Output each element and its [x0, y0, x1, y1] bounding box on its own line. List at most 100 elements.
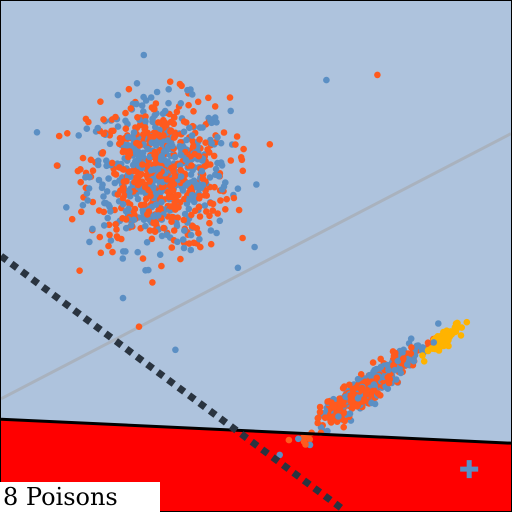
data-point-clean-orange: [347, 393, 355, 400]
data-point-clean-orange: [223, 195, 230, 203]
data-point-clean-orange: [189, 143, 197, 150]
data-point-clean-orange: [116, 164, 123, 171]
data-point-clean-blue: [324, 427, 331, 435]
data-point-clean-orange: [316, 408, 324, 416]
data-point-clean-orange: [358, 384, 366, 392]
data-point-clean-orange: [160, 224, 167, 232]
data-point-clean-orange: [196, 136, 203, 143]
data-point-clean-orange: [196, 195, 203, 202]
data-point-clean-blue: [84, 197, 91, 204]
data-point-clean-blue: [201, 202, 209, 209]
data-point-clean-orange: [172, 131, 180, 138]
data-point-clean-orange: [149, 279, 156, 286]
data-point-clean-blue: [366, 371, 373, 379]
data-point-clean-orange: [166, 78, 174, 85]
data-point-clean-orange: [235, 206, 243, 214]
data-point-clean-orange: [105, 221, 113, 229]
data-point-clean-blue: [354, 395, 362, 402]
data-point-clean-orange: [168, 244, 176, 251]
data-point-clean-blue: [253, 181, 260, 188]
data-point-clean-blue: [172, 346, 179, 354]
data-point-clean-orange: [122, 125, 130, 132]
data-point-clean-orange: [230, 194, 238, 202]
data-point-clean-blue: [83, 190, 91, 197]
data-point-clean-orange: [95, 207, 103, 214]
data-point-clean-orange: [194, 98, 202, 106]
data-point-clean-orange: [97, 98, 104, 105]
data-point-clean-blue: [114, 123, 122, 130]
data-point-clean-orange: [74, 167, 82, 175]
data-point-clean-orange: [167, 128, 174, 135]
data-point-clean-orange: [222, 206, 229, 213]
data-point-clean-orange: [165, 193, 173, 201]
caption-box: 8 Poisons: [0, 482, 160, 512]
data-point-clean-orange: [175, 204, 182, 211]
data-point-poison-gold: [440, 328, 447, 336]
data-point-clean-blue: [335, 413, 342, 420]
data-point-clean-orange: [369, 359, 377, 366]
data-point-clean-blue: [89, 225, 96, 233]
data-point-clean-blue: [134, 248, 141, 256]
data-point-clean-blue: [197, 184, 205, 192]
data-point-clean-orange: [314, 414, 322, 422]
data-point-clean-orange: [328, 399, 335, 406]
data-point-clean-blue: [150, 183, 157, 191]
data-point-clean-orange: [134, 114, 141, 121]
data-point-clean-blue: [392, 376, 400, 383]
data-point-clean-orange: [150, 133, 158, 140]
data-point-clean-orange: [68, 215, 76, 223]
data-point-clean-blue: [63, 204, 70, 211]
data-point-clean-blue: [183, 136, 190, 144]
data-point-clean-orange: [207, 240, 215, 248]
data-point-clean-blue: [180, 128, 188, 136]
data-point-clean-blue: [208, 139, 215, 147]
data-point-clean-blue: [142, 118, 149, 125]
data-point-clean-orange: [146, 227, 154, 234]
data-point-clean-blue: [181, 227, 188, 234]
data-point-clean-orange: [53, 162, 61, 169]
data-point-clean-orange: [201, 192, 209, 199]
data-point-poison-gold: [419, 352, 426, 359]
data-point-clean-orange: [105, 242, 112, 250]
data-point-clean-orange: [113, 226, 120, 233]
data-point-clean-orange: [240, 145, 247, 153]
data-point-clean-blue: [370, 381, 378, 388]
data-point-clean-orange: [285, 436, 293, 444]
data-point-clean-blue: [152, 142, 160, 149]
solid-boundary-line: [1, 417, 511, 445]
data-point-clean-orange: [142, 195, 150, 203]
data-point-clean-blue: [140, 51, 148, 59]
data-point-clean-orange: [122, 109, 129, 117]
data-point-clean-orange: [112, 113, 119, 121]
data-point-clean-blue: [216, 217, 224, 225]
data-point-clean-blue: [181, 210, 189, 218]
data-point-clean-blue: [218, 186, 226, 193]
data-point-poison-gold: [457, 332, 465, 339]
data-point-clean-orange: [166, 182, 174, 189]
data-point-clean-orange: [390, 352, 398, 360]
data-point-clean-orange: [119, 148, 127, 156]
data-point-clean-orange: [89, 167, 97, 174]
data-point-clean-orange: [100, 130, 107, 138]
data-point-clean-blue: [371, 366, 378, 374]
data-point-clean-orange: [158, 262, 165, 270]
data-point-clean-orange: [133, 174, 140, 181]
data-point-clean-orange: [146, 177, 153, 185]
data-point-clean-orange: [178, 82, 185, 90]
data-point-clean-blue: [143, 239, 151, 246]
data-point-clean-blue: [105, 201, 112, 209]
data-point-clean-orange: [190, 108, 197, 115]
data-point-clean-blue: [323, 76, 330, 84]
data-point-clean-blue: [103, 188, 111, 195]
data-point-clean-orange: [363, 386, 371, 394]
data-point-clean-blue: [142, 222, 149, 230]
data-point-clean-orange: [209, 207, 217, 214]
data-point-clean-orange: [177, 255, 184, 263]
data-point-clean-blue: [190, 177, 198, 184]
data-point-clean-orange: [316, 403, 324, 411]
data-point-clean-orange: [340, 423, 348, 431]
data-point-clean-blue: [414, 342, 422, 349]
data-point-clean-orange: [424, 339, 432, 347]
data-point-clean-blue: [140, 216, 148, 223]
data-point-clean-orange: [134, 181, 142, 189]
